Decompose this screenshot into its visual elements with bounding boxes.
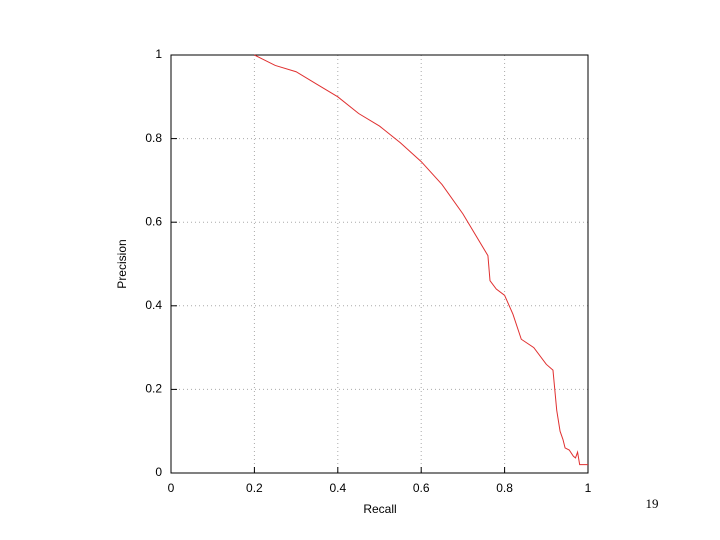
x-tick-label: 0.6 — [413, 481, 430, 495]
y-axis-label: Precision — [115, 239, 129, 288]
y-tick-label: 0.8 — [145, 131, 162, 145]
y-tick-label: 0.6 — [145, 214, 162, 228]
pr-curve — [254, 54, 588, 466]
x-tick-label: 0.2 — [246, 481, 263, 495]
plot-frame — [170, 54, 589, 474]
y-tick-label: 0 — [155, 465, 162, 479]
y-tick-label: 0.4 — [145, 298, 162, 312]
x-tick-label: 0 — [168, 481, 175, 495]
page-number: 19 — [646, 496, 659, 511]
y-tick-label: 1 — [155, 47, 162, 61]
y-tick-label: 0.2 — [145, 382, 162, 396]
x-tick-label: 1 — [585, 481, 592, 495]
x-axis-label: Recall — [363, 502, 396, 516]
x-tick-label: 0.8 — [496, 481, 513, 495]
x-tick-label: 0.4 — [329, 481, 346, 495]
